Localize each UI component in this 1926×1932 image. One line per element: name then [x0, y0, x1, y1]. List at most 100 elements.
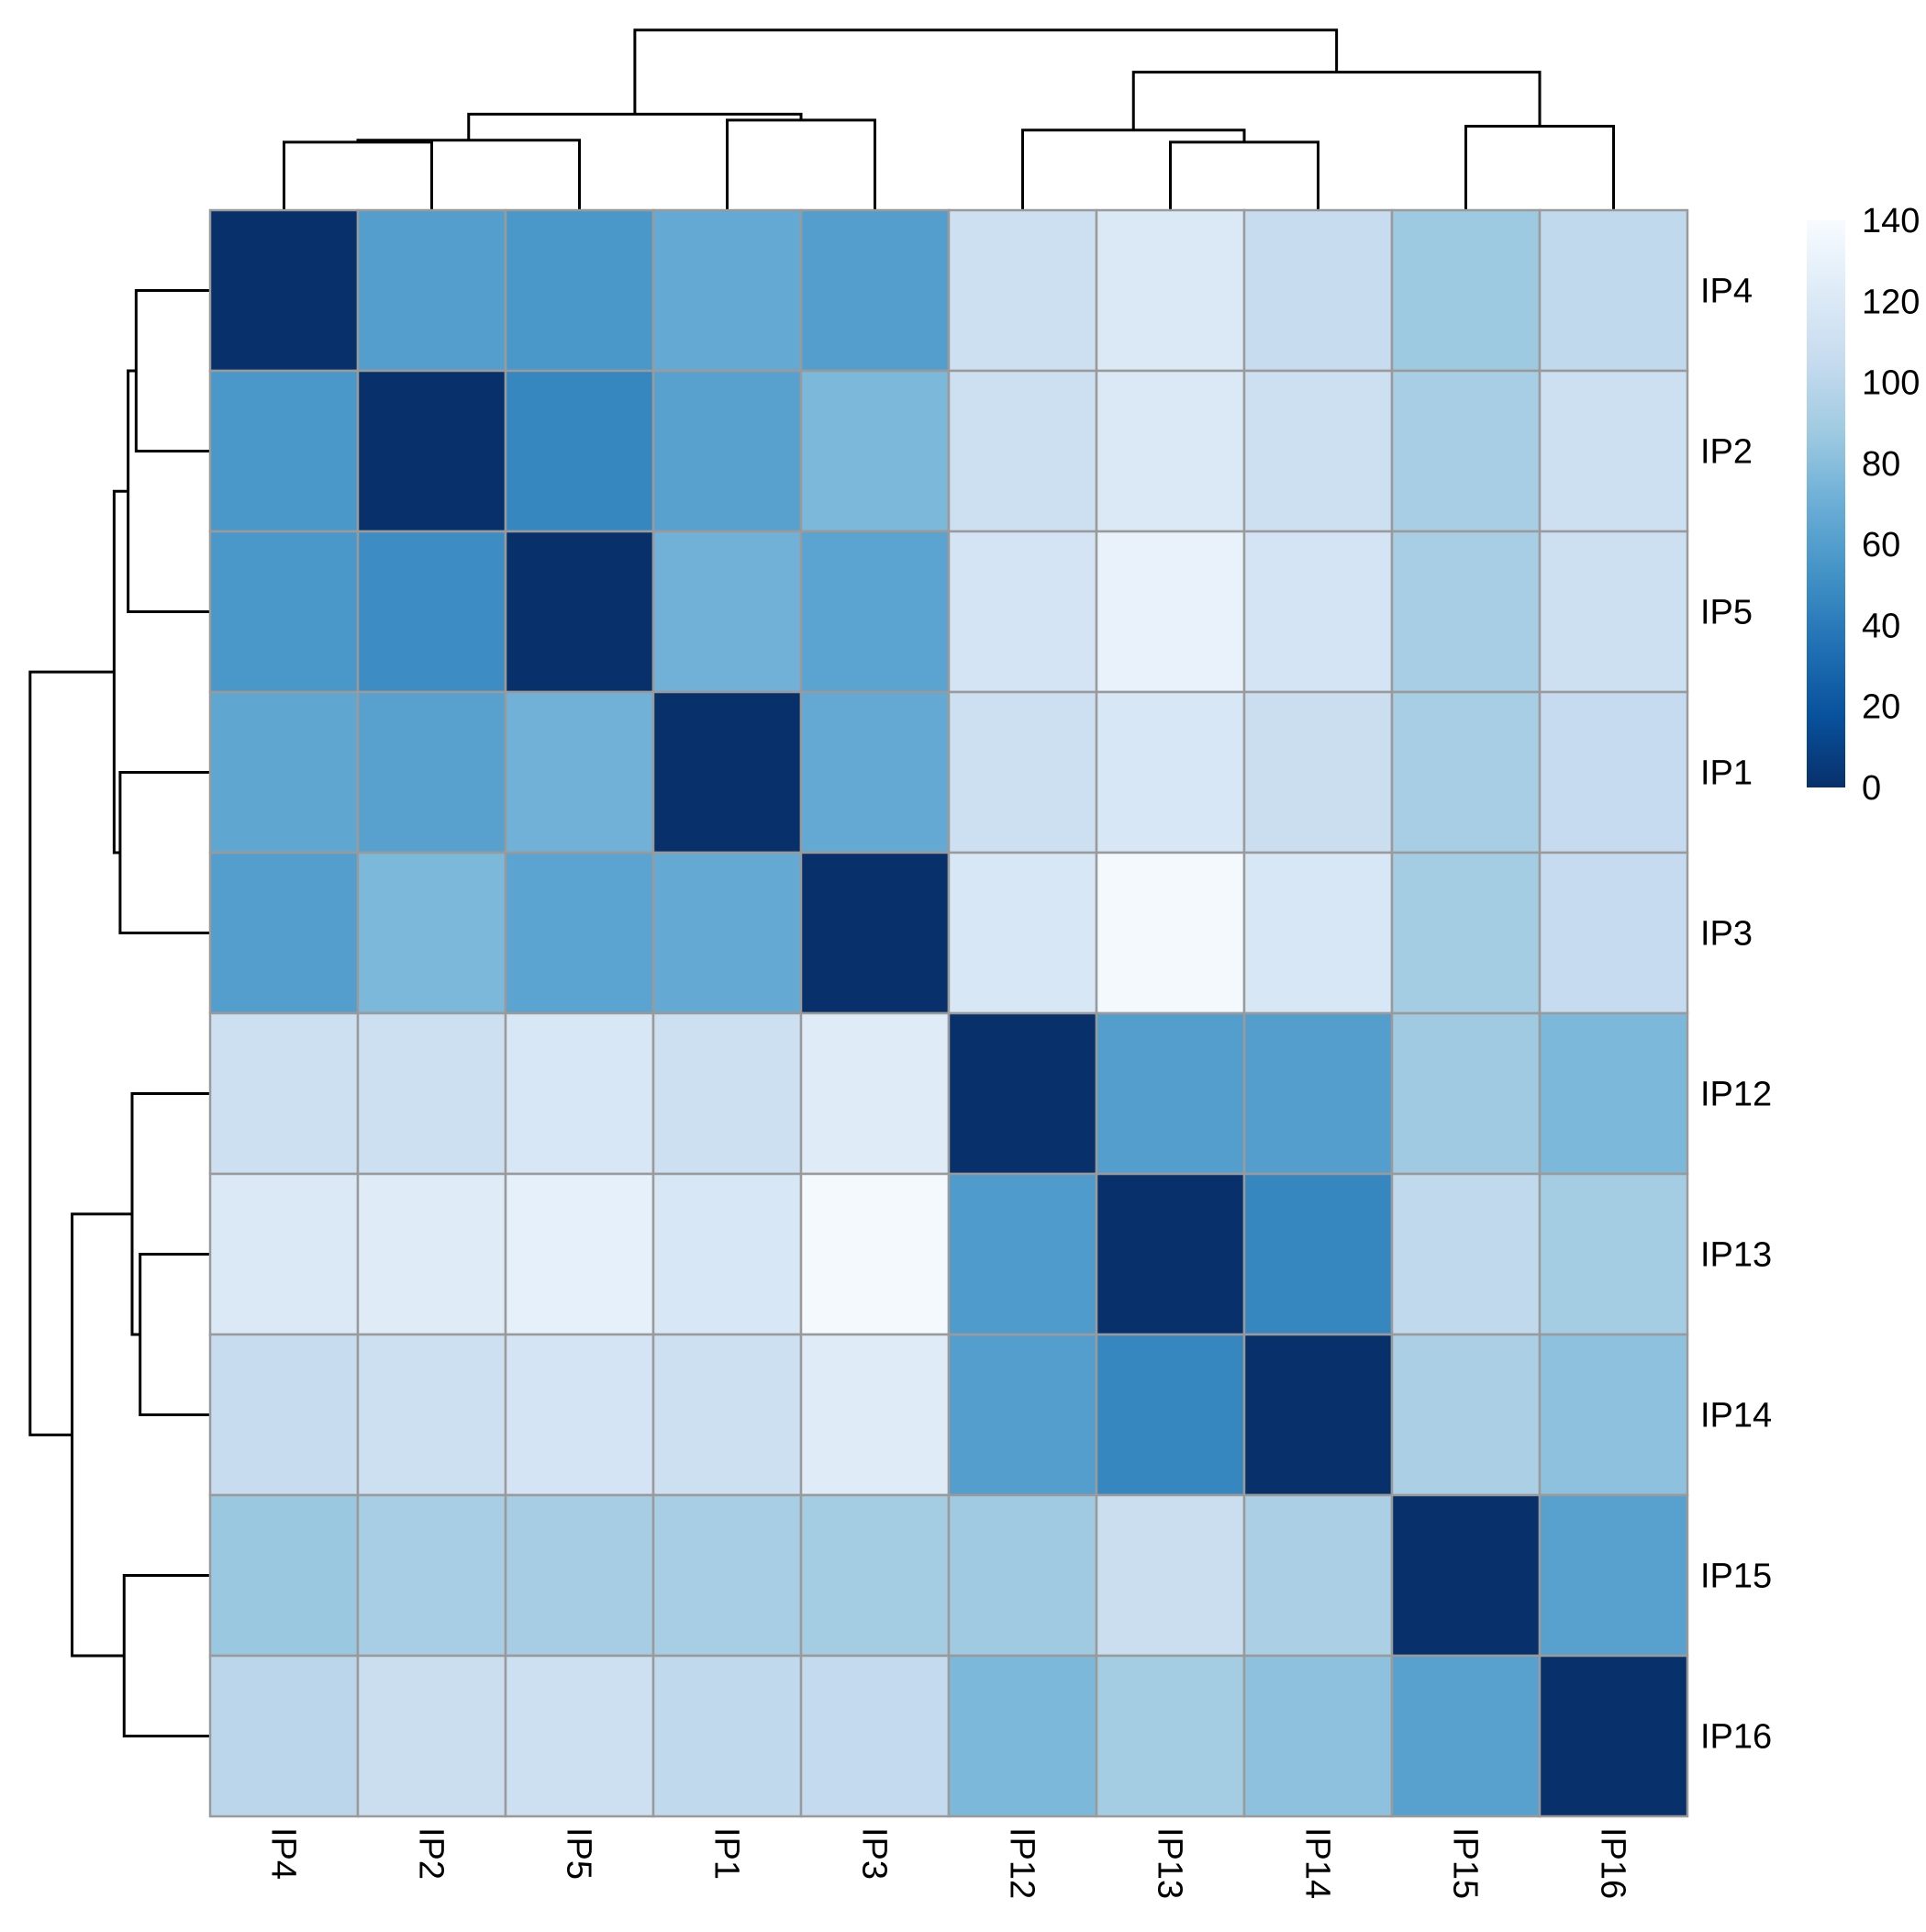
heatmap-cell-IP5-IP12 — [947, 530, 1098, 694]
column-label-IP1: IP1 — [707, 1827, 746, 1880]
color-legend: 0 20 40 60 80 100 120 140 — [1807, 202, 1920, 808]
row-label-IP5: IP5 — [1700, 594, 1753, 632]
heatmap-cell-IP15-IP5 — [504, 1493, 655, 1658]
heatmap-cell-IP15-IP4 — [208, 1493, 360, 1658]
column-dendrogram — [283, 28, 1615, 210]
heatmap-cell-IP5-IP3 — [799, 530, 951, 694]
heatmap-cell-IP12-IP15 — [1390, 1011, 1542, 1176]
heatmap-cell-IP4-IP13 — [1095, 208, 1246, 373]
heatmap-cell-IP3-IP3 — [799, 851, 951, 1015]
heatmap-cell-IP13-IP2 — [356, 1172, 507, 1336]
heatmap-cell-IP16-IP13 — [1095, 1654, 1246, 1818]
heatmap-cell-IP12-IP4 — [208, 1011, 360, 1176]
row-label-IP13: IP13 — [1700, 1236, 1772, 1275]
legend-ticks: 0 20 40 60 80 100 120 140 — [1862, 202, 1920, 808]
heatmap-cell-IP5-IP16 — [1538, 530, 1689, 694]
heatmap-cell-IP2-IP1 — [651, 369, 803, 533]
heatmap-cell-IP1-IP2 — [356, 690, 507, 854]
column-label-IP2: IP2 — [412, 1827, 451, 1880]
heatmap-cell-IP1-IP16 — [1538, 690, 1689, 854]
legend-tick-60: 60 — [1862, 526, 1900, 564]
row-dendrogram-branch — [127, 369, 210, 613]
row-label-IP2: IP2 — [1700, 433, 1753, 472]
heatmap-cell-IP12-IP3 — [799, 1011, 951, 1176]
heatmap-cell-IP3-IP13 — [1095, 851, 1246, 1015]
heatmap-cell-IP14-IP13 — [1095, 1333, 1246, 1497]
heatmap-cell-IP1-IP4 — [208, 690, 360, 854]
heatmap-cell-IP1-IP1 — [651, 690, 803, 854]
heatmap-cell-IP2-IP12 — [947, 369, 1098, 533]
heatmap-cell-IP4-IP4 — [208, 208, 360, 373]
row-labels: IP4 IP2 IP5 IP1 IP3 IP12 IP13 IP14 IP15 IP16 — [1700, 273, 1772, 1757]
column-dendrogram-branch — [1464, 124, 1615, 210]
heatmap-cell-IP2-IP2 — [356, 369, 507, 533]
row-label-IP1: IP1 — [1700, 754, 1753, 793]
column-label-IP4: IP4 — [264, 1827, 303, 1880]
heatmap-cell-IP4-IP2 — [356, 208, 507, 373]
legend-tick-80: 80 — [1862, 445, 1900, 484]
heatmap-cell-IP14-IP2 — [356, 1333, 507, 1497]
heatmap-cell-IP16-IP5 — [504, 1654, 655, 1818]
heatmap-cell-IP2-IP4 — [208, 369, 360, 533]
heatmap-cell-IP13-IP14 — [1242, 1172, 1394, 1336]
heatmap-cell-IP15-IP15 — [1390, 1493, 1542, 1658]
heatmap-cell-IP4-IP5 — [504, 208, 655, 373]
heatmap-cell-IP15-IP13 — [1095, 1493, 1246, 1658]
heatmap-cell-IP13-IP1 — [651, 1172, 803, 1336]
column-label-IP16: IP16 — [1594, 1827, 1632, 1899]
heatmap-cell-IP14-IP14 — [1242, 1333, 1394, 1497]
heatmap-cell-IP14-IP3 — [799, 1333, 951, 1497]
heatmap-cell-IP2-IP5 — [504, 369, 655, 533]
legend-tick-0: 0 — [1862, 769, 1881, 808]
heatmap-cell-IP16-IP1 — [651, 1654, 803, 1818]
heatmap-cell-IP16-IP3 — [799, 1654, 951, 1818]
row-dendrogram-branch — [28, 670, 115, 1436]
heatmap-cell-IP14-IP4 — [208, 1333, 360, 1497]
heatmap-cell-IP12-IP13 — [1095, 1011, 1246, 1176]
heatmap-cell-IP5-IP15 — [1390, 530, 1542, 694]
heatmap-cell-IP15-IP2 — [356, 1493, 507, 1658]
heatmap-cell-IP14-IP5 — [504, 1333, 655, 1497]
heatmap-cell-IP2-IP3 — [799, 369, 951, 533]
legend-tick-100: 100 — [1862, 364, 1920, 403]
column-label-IP3: IP3 — [855, 1827, 894, 1880]
heatmap-cell-IP14-IP12 — [947, 1333, 1098, 1497]
heatmap-cell-IP3-IP4 — [208, 851, 360, 1015]
heatmap-cell-IP12-IP12 — [947, 1011, 1098, 1176]
heatmap-cell-IP14-IP1 — [651, 1333, 803, 1497]
heatmap-cell-IP4-IP1 — [651, 208, 803, 373]
heatmap-cell-IP12-IP5 — [504, 1011, 655, 1176]
column-dendrogram-branch — [283, 140, 433, 210]
heatmap-cell-IP16-IP16 — [1538, 1654, 1689, 1818]
heatmap-cell-IP15-IP1 — [651, 1493, 803, 1658]
heatmap-cell-IP15-IP12 — [947, 1493, 1098, 1658]
column-label-IP14: IP14 — [1298, 1827, 1337, 1899]
heatmap-cell-IP16-IP14 — [1242, 1654, 1394, 1818]
heatmap-cell-IP1-IP12 — [947, 690, 1098, 854]
column-dendrogram-branch — [726, 118, 876, 210]
row-dendrogram-branch — [118, 771, 210, 934]
heatmap-cell-IP3-IP1 — [651, 851, 803, 1015]
heatmap-cell-IP4-IP3 — [799, 208, 951, 373]
heatmap-cell-IP13-IP4 — [208, 1172, 360, 1336]
heatmap-cell-IP1-IP13 — [1095, 690, 1246, 854]
column-dendrogram-branch — [633, 28, 1339, 115]
heatmap-cell-IP5-IP4 — [208, 530, 360, 694]
row-label-IP3: IP3 — [1700, 915, 1753, 954]
heatmap-cell-IP13-IP12 — [947, 1172, 1098, 1336]
heatmap-cell-IP12-IP16 — [1538, 1011, 1689, 1176]
heatmap-cell-IP1-IP15 — [1390, 690, 1542, 854]
column-dendrogram-branch — [1169, 140, 1319, 210]
heatmap-cell-IP1-IP14 — [1242, 690, 1394, 854]
heatmap-cell-IP16-IP12 — [947, 1654, 1098, 1818]
heatmap-cell-IP16-IP4 — [208, 1654, 360, 1818]
heatmap-cell-IP5-IP5 — [504, 530, 655, 694]
heatmap-cell-IP14-IP15 — [1390, 1333, 1542, 1497]
heatmap-cell-IP2-IP16 — [1538, 369, 1689, 533]
heatmap-cell-IP2-IP14 — [1242, 369, 1394, 533]
heatmap-cell-IP13-IP5 — [504, 1172, 655, 1336]
legend-tick-20: 20 — [1862, 688, 1900, 727]
heatmap-cell-IP12-IP2 — [356, 1011, 507, 1176]
